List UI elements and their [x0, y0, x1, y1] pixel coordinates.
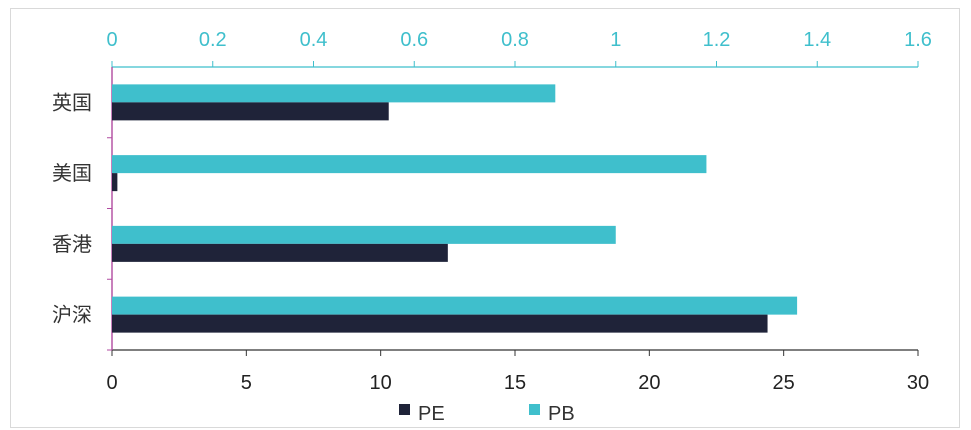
bar-pe: [112, 102, 389, 121]
legend: PE PB: [399, 403, 575, 425]
axes: 0 5 10 15 20 25 30 0 0.2 0.4 0.6 0.8 1 1.2 1.4 1.6: [106, 29, 931, 394]
bottom-tick-label: 5: [241, 372, 252, 394]
bottom-tick-label: 25: [773, 372, 795, 394]
bars: [112, 84, 798, 333]
legend-swatch: [529, 404, 540, 415]
bar-pe: [112, 243, 448, 262]
top-tick-label: 0.2: [199, 29, 227, 51]
bar-pe: [112, 314, 768, 333]
category-label: 美国: [52, 162, 92, 185]
legend-swatch: [399, 404, 410, 415]
bottom-tick-label: 10: [370, 372, 392, 394]
top-tick-label: 0.4: [300, 29, 328, 51]
bar-pb: [112, 155, 707, 174]
top-tick-label: 0.8: [501, 29, 529, 51]
top-tick-label: 0: [106, 29, 117, 51]
bar-pb: [112, 225, 616, 244]
bottom-tick-label: 20: [638, 372, 660, 394]
legend-label: PB: [548, 403, 575, 425]
bottom-tick-label: 30: [907, 372, 929, 394]
bar-pe: [112, 173, 118, 192]
legend-label: PE: [418, 403, 445, 425]
top-tick-label: 1.4: [803, 29, 831, 51]
chart-frame: [10, 8, 960, 428]
top-tick-label: 1: [610, 29, 621, 51]
top-tick-label: 0.6: [400, 29, 428, 51]
bottom-tick-label: 15: [504, 372, 526, 394]
category-label: 英国: [52, 91, 92, 114]
category-label: 沪深: [52, 304, 92, 327]
bar-pb: [112, 296, 798, 315]
top-tick-label: 1.6: [904, 29, 932, 51]
bar-pb: [112, 84, 556, 103]
bottom-tick-label: 0: [106, 372, 117, 394]
top-tick-label: 1.2: [703, 29, 731, 51]
category-label: 香港: [52, 233, 92, 256]
